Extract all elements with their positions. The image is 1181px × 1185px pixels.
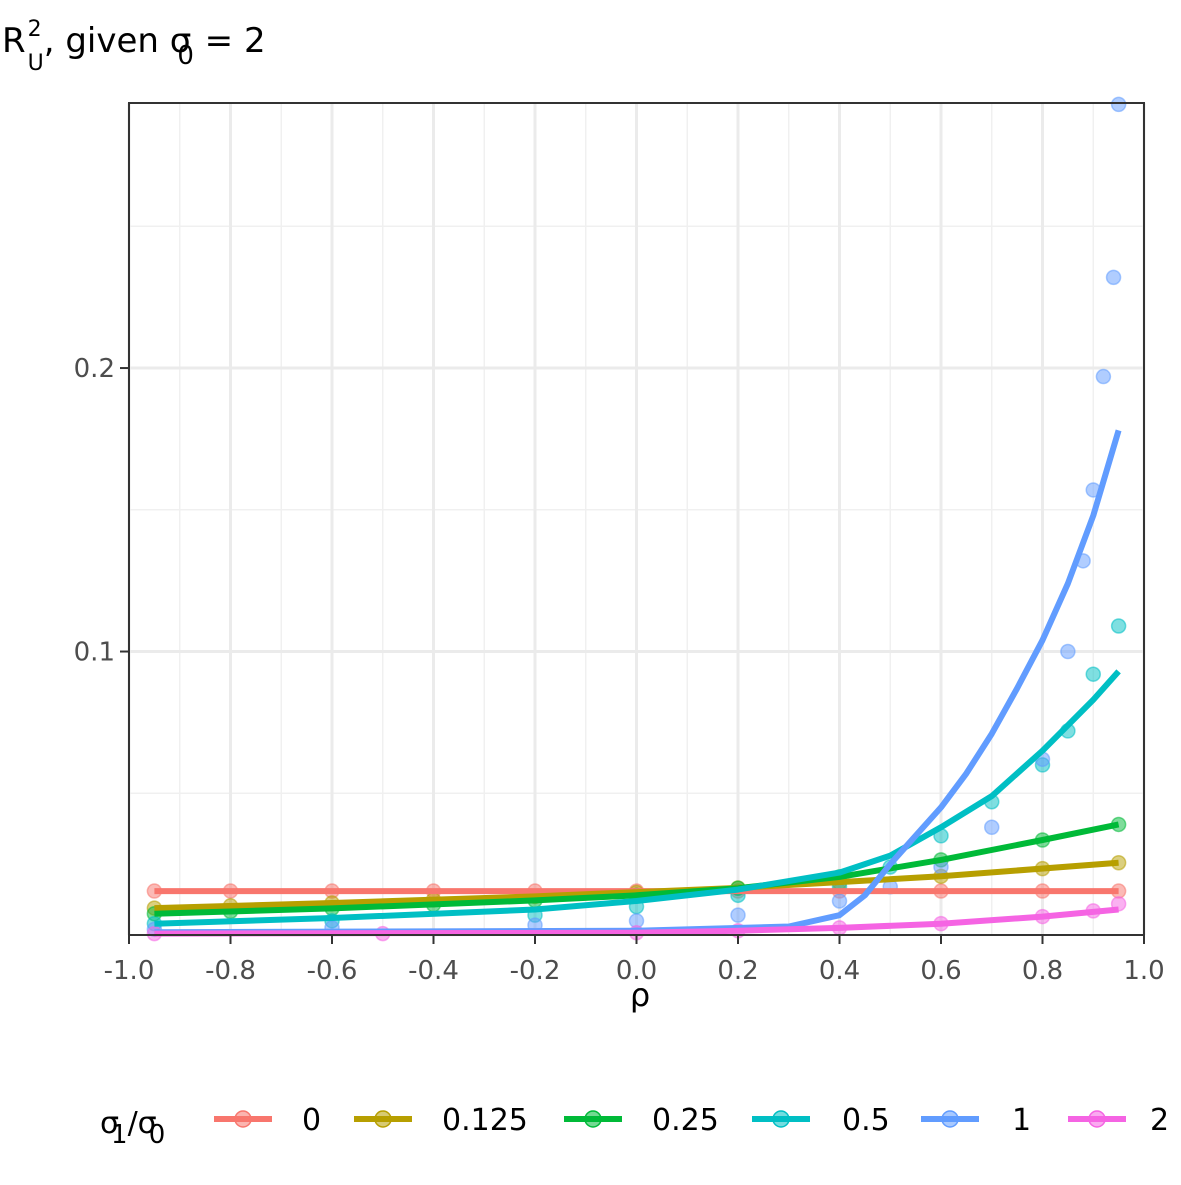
data-point [1105, 269, 1122, 286]
legend-label: 0 [302, 1103, 321, 1138]
legend-label: 0.5 [842, 1103, 890, 1138]
legend-label: 0.125 [442, 1103, 528, 1138]
legend-key-point [374, 1110, 392, 1128]
x-tick-label: 0.6 [920, 956, 961, 986]
legend-title: σ1/σ0 [100, 1106, 165, 1150]
legend-key-point [1088, 1110, 1106, 1128]
chart-title: R2 U, given σ0 = 2 [2, 17, 266, 76]
legend-label: 1 [1012, 1103, 1031, 1138]
title-sup: 2 [28, 17, 42, 42]
data-point [831, 893, 848, 909]
x-tick-label: -0.2 [510, 956, 561, 986]
svg-text:R2U, given σ0 = 2: R2 U, given σ0 = 2 [2, 17, 266, 76]
legend-label: 0.25 [652, 1103, 719, 1138]
x-tick-label: 0.0 [616, 956, 657, 986]
legend-label: 2 [1150, 1103, 1169, 1138]
legend: σ1/σ0 0 0.125 0.25 0.5 1 2 [100, 1103, 1169, 1150]
title-sub: U [28, 51, 44, 76]
x-tick-label: 0.4 [819, 956, 860, 986]
series-line [154, 906, 1119, 937]
data-point [1095, 368, 1112, 385]
title-tail: = 2 [194, 21, 266, 61]
curves-layer [154, 429, 1122, 937]
data-point [730, 907, 746, 923]
series-line [154, 429, 1122, 936]
legend-title-slash: /σ [128, 1106, 157, 1141]
legend-items: 0 0.125 0.25 0.5 1 2 [214, 1103, 1169, 1138]
x-tick-label: 0.8 [1022, 956, 1063, 986]
x-tick-label: -1.0 [104, 956, 155, 986]
x-tick-label: -0.6 [307, 956, 358, 986]
data-point [1110, 96, 1127, 113]
x-tick-label: 1.0 [1123, 956, 1164, 986]
legend-title-b-sub: 0 [149, 1120, 166, 1150]
legend-key-point [941, 1110, 959, 1128]
legend-key-point [584, 1110, 602, 1128]
title-rest: , given σ [44, 21, 192, 61]
plot-panel [127, 96, 1146, 942]
legend-title-a-sub: 1 [111, 1120, 128, 1150]
legend-title-a: σ [100, 1106, 119, 1141]
series-line [154, 669, 1121, 927]
data-point [1060, 643, 1076, 660]
data-point [1110, 618, 1127, 634]
data-point [984, 819, 1000, 836]
y-axis: 0.1 0.2 [74, 354, 129, 668]
x-tick-label: -0.4 [408, 956, 459, 986]
x-tick-label: 0.2 [717, 956, 758, 986]
x-tick-label: -0.8 [205, 956, 256, 986]
y-tick-label: 0.1 [74, 638, 115, 668]
x-axis: -1.0 -0.8 -0.6 -0.4 -0.2 0.0 0.2 0.4 0.6 0.8 1.0 [104, 935, 1165, 986]
title-rest-sub: 0 [177, 41, 194, 71]
data-point [1085, 666, 1101, 682]
y-tick-label: 0.2 [74, 354, 115, 384]
legend-key-point [772, 1110, 790, 1128]
legend-key-point [234, 1110, 252, 1128]
series-line [154, 859, 1119, 912]
x-axis-title: ρ [630, 976, 650, 1014]
title-main: R [2, 21, 26, 61]
